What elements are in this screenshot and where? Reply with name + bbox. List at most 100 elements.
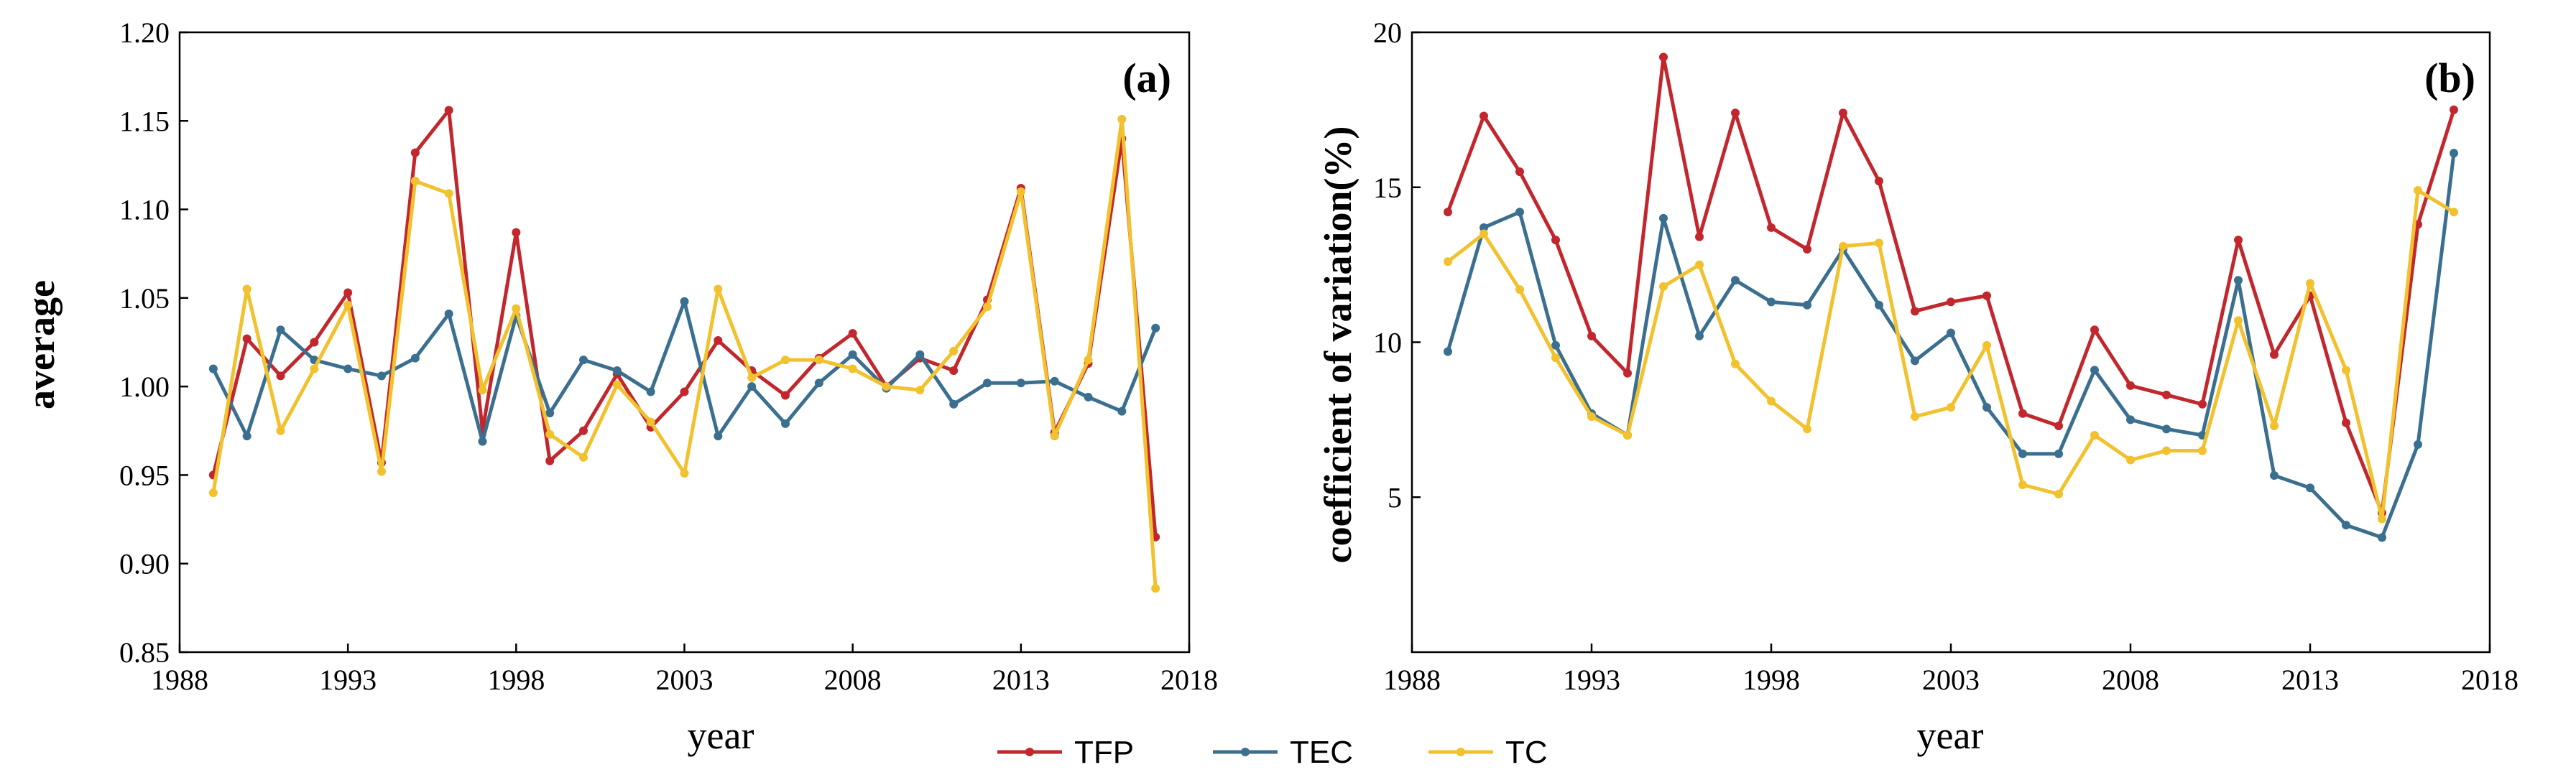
data-point-tec — [2306, 483, 2314, 493]
data-point-tc — [1444, 257, 1452, 266]
data-point-tec — [2414, 440, 2422, 449]
data-point-tc — [2270, 422, 2279, 431]
data-point-tfp — [410, 148, 420, 157]
data-point-tec — [646, 387, 655, 396]
data-point-tec — [2234, 276, 2243, 285]
data-point-tfp — [680, 387, 689, 396]
data-point-tfp — [1479, 111, 1488, 121]
panel-label-a: (a) — [1122, 55, 1171, 101]
data-point-tc — [1839, 241, 1847, 251]
data-point-tfp — [1444, 208, 1452, 217]
data-point-tfp — [1947, 297, 1955, 307]
data-point-tec — [747, 382, 757, 391]
data-point-tc — [208, 488, 218, 498]
data-point-tfp — [2018, 409, 2027, 418]
data-point-tec — [814, 379, 823, 388]
data-point-tec — [680, 297, 689, 306]
x-tick-label: 2018 — [2461, 664, 2519, 696]
data-point-tec — [2342, 521, 2350, 530]
y-tick-label: 1.00 — [119, 371, 170, 403]
data-point-tfp — [1875, 177, 1883, 186]
data-point-tfp — [2270, 350, 2279, 359]
data-point-tc — [1016, 187, 1025, 196]
x-tick-label: 2008 — [2102, 664, 2159, 696]
data-point-tec — [1767, 297, 1776, 307]
y-tick-label: 0.90 — [119, 548, 170, 580]
data-point-tfp — [1767, 223, 1776, 232]
plot-area-b: 1988 1993 1998 2003 2008 2013 2018 5 10 15 20 — [1373, 17, 2519, 696]
data-point-tc — [1551, 353, 1560, 363]
data-point-tc — [680, 468, 689, 478]
data-point-tc — [343, 300, 353, 310]
data-point-tec — [1551, 340, 1560, 350]
data-point-tc — [1623, 430, 1632, 440]
data-point-tc — [1731, 359, 1740, 368]
data-point-tec — [545, 409, 555, 418]
data-point-tc — [1515, 285, 1524, 294]
data-point-tc — [2414, 186, 2422, 195]
y-tick-label: 1.20 — [119, 17, 170, 49]
legend-label-tec: TEC — [1290, 735, 1353, 770]
data-point-tec — [2450, 149, 2458, 158]
x-tick-label: 1988 — [1383, 664, 1441, 696]
x-tick-label: 2008 — [824, 664, 882, 696]
data-point-tec — [1982, 403, 1991, 412]
y-axis-title-cv: coefficient of variation(%) — [1316, 126, 1359, 564]
data-point-tfp — [2450, 105, 2458, 114]
data-point-tec — [1515, 208, 1524, 217]
data-point-tc — [2306, 279, 2314, 288]
data-point-tec — [2162, 424, 2171, 434]
x-tick-label: 1998 — [487, 664, 545, 696]
data-point-tc — [410, 177, 420, 186]
data-point-tec — [2270, 471, 2279, 480]
data-point-tec — [983, 379, 992, 388]
data-point-tc — [2198, 446, 2207, 455]
data-point-tfp — [1587, 331, 1596, 340]
data-point-tfp — [1515, 167, 1524, 177]
x-tick-label: 1988 — [151, 664, 208, 696]
data-point-tc — [2234, 316, 2243, 325]
data-point-tfp — [848, 329, 857, 338]
y-tick-label: 0.95 — [119, 459, 170, 491]
plot-area-a: 1988 1993 1998 2003 2008 2013 2018 0.85 0.90 0.95… — [119, 17, 1218, 696]
data-point-tfp — [579, 426, 588, 435]
x-tick-label: 1998 — [1742, 664, 1800, 696]
data-point-tec — [949, 399, 959, 409]
data-point-tc — [310, 364, 319, 373]
data-point-tfp — [2342, 418, 2350, 427]
panel-label-b: (b) — [2424, 55, 2475, 101]
data-point-tc — [579, 452, 588, 462]
data-point-tc — [2126, 455, 2135, 465]
data-point-tec — [377, 371, 386, 381]
series-line-tc — [211, 117, 1158, 589]
data-point-tc — [512, 304, 521, 313]
legend-label-tc: TC — [1505, 735, 1548, 770]
data-point-tec — [612, 366, 622, 375]
legend-marker-tfp — [1025, 748, 1034, 756]
data-point-tc — [1982, 340, 1991, 350]
data-point-tc — [1803, 424, 1811, 434]
data-point-tec — [1731, 276, 1740, 285]
data-point-tec — [276, 325, 285, 335]
data-point-tfp — [2162, 390, 2171, 399]
data-point-tec — [1659, 213, 1668, 223]
data-point-tc — [1084, 356, 1093, 365]
data-point-tec — [1479, 223, 1488, 232]
panel-coefficient-of-variation: coefficient of variation(%) year (b) — [1316, 55, 2475, 757]
data-point-tc — [814, 356, 823, 365]
legend-label-tfp: TFP — [1074, 735, 1134, 770]
data-point-tc — [1911, 412, 1919, 422]
y-tick-label: 10 — [1373, 327, 1402, 359]
data-point-tec — [1117, 407, 1127, 416]
data-point-tec — [2126, 415, 2135, 424]
data-point-tfp — [1803, 245, 1811, 254]
data-point-tc — [882, 382, 891, 391]
data-point-tc — [646, 417, 655, 427]
data-point-tc — [747, 373, 757, 382]
data-point-tfp — [1659, 52, 1668, 62]
series-line-tc — [1446, 188, 2455, 521]
data-point-tec — [714, 432, 723, 441]
data-point-tc — [1947, 403, 1955, 412]
data-point-tc — [2090, 430, 2099, 440]
x-tick-label: 1993 — [319, 664, 377, 696]
